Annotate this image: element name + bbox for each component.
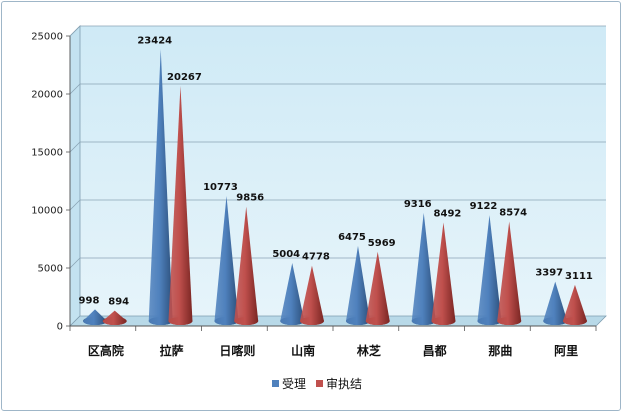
cone-shouli <box>477 215 502 325</box>
data-label: 8574 <box>499 208 527 219</box>
gridline <box>69 83 606 95</box>
data-label: 4778 <box>302 252 330 263</box>
data-label: 998 <box>79 295 100 306</box>
cone-shouli <box>214 196 239 325</box>
back-wall <box>80 26 606 316</box>
y-tick-label: 5000 <box>38 264 63 275</box>
legend-label: 受理 <box>282 377 306 391</box>
data-label: 8492 <box>434 208 462 219</box>
category-label: 林芝 <box>357 343 381 358</box>
data-label: 23424 <box>137 35 172 46</box>
data-label: 9122 <box>470 201 498 212</box>
cone-shenzhijie <box>234 206 259 325</box>
legend-swatch <box>272 380 279 387</box>
category-label: 阿里 <box>554 343 578 358</box>
category-label: 拉萨 <box>160 343 184 358</box>
category-label: 昌都 <box>423 343 447 358</box>
data-label: 9856 <box>236 193 264 204</box>
data-label: 9316 <box>404 199 432 210</box>
gridlines <box>69 25 606 269</box>
category-label: 那曲 <box>488 343 512 358</box>
data-label: 5004 <box>272 249 300 260</box>
cone-shenzhijie <box>497 221 522 326</box>
cone-shouli <box>148 49 173 325</box>
category-label: 日喀则 <box>219 343 255 358</box>
y-tick-label: 15000 <box>31 148 63 159</box>
cone-shouli <box>280 262 305 325</box>
gridline <box>69 141 606 153</box>
data-label: 5969 <box>368 238 396 249</box>
y-axis-ticks: 0 5000 10000 15000 20000 25000 <box>31 32 70 333</box>
category-label: 区高院 <box>88 343 124 358</box>
data-label: 20267 <box>167 72 202 83</box>
cone-shouli <box>411 212 436 325</box>
data-label: 6475 <box>338 232 366 243</box>
gridline <box>69 257 606 269</box>
y-tick-label: 20000 <box>31 90 63 101</box>
cone-shenzhijie <box>299 265 324 325</box>
cone-shenzhijie <box>365 251 390 325</box>
y-tick-label: 25000 <box>31 32 63 43</box>
legend-swatch <box>316 380 323 387</box>
side-wall <box>69 25 81 327</box>
category-label: 山南 <box>291 343 315 358</box>
cone-shouli <box>543 281 568 325</box>
data-label: 894 <box>108 297 129 308</box>
legend: 受理 审执结 <box>272 376 362 391</box>
cone-shenzhijie <box>102 310 127 325</box>
gridline <box>69 25 606 37</box>
cone-shenzhijie <box>562 284 587 325</box>
y-tick-label: 0 <box>57 322 63 333</box>
plot-area <box>69 25 607 327</box>
cone-shouli <box>82 309 107 325</box>
cone-shenzhijie <box>431 222 456 325</box>
cone-marks <box>82 49 587 326</box>
cone-shouli <box>345 245 370 325</box>
gridline <box>69 199 606 211</box>
category-labels: 区高院 拉萨 日喀则 山南 林芝 昌都 那曲 阿里 <box>69 326 597 358</box>
data-label: 3111 <box>565 271 593 282</box>
cone-shenzhijie <box>168 85 193 325</box>
legend-label: 审执结 <box>326 376 362 391</box>
data-label: 3397 <box>535 268 563 279</box>
data-label: 10773 <box>203 182 238 193</box>
y-tick-label: 10000 <box>31 206 63 217</box>
